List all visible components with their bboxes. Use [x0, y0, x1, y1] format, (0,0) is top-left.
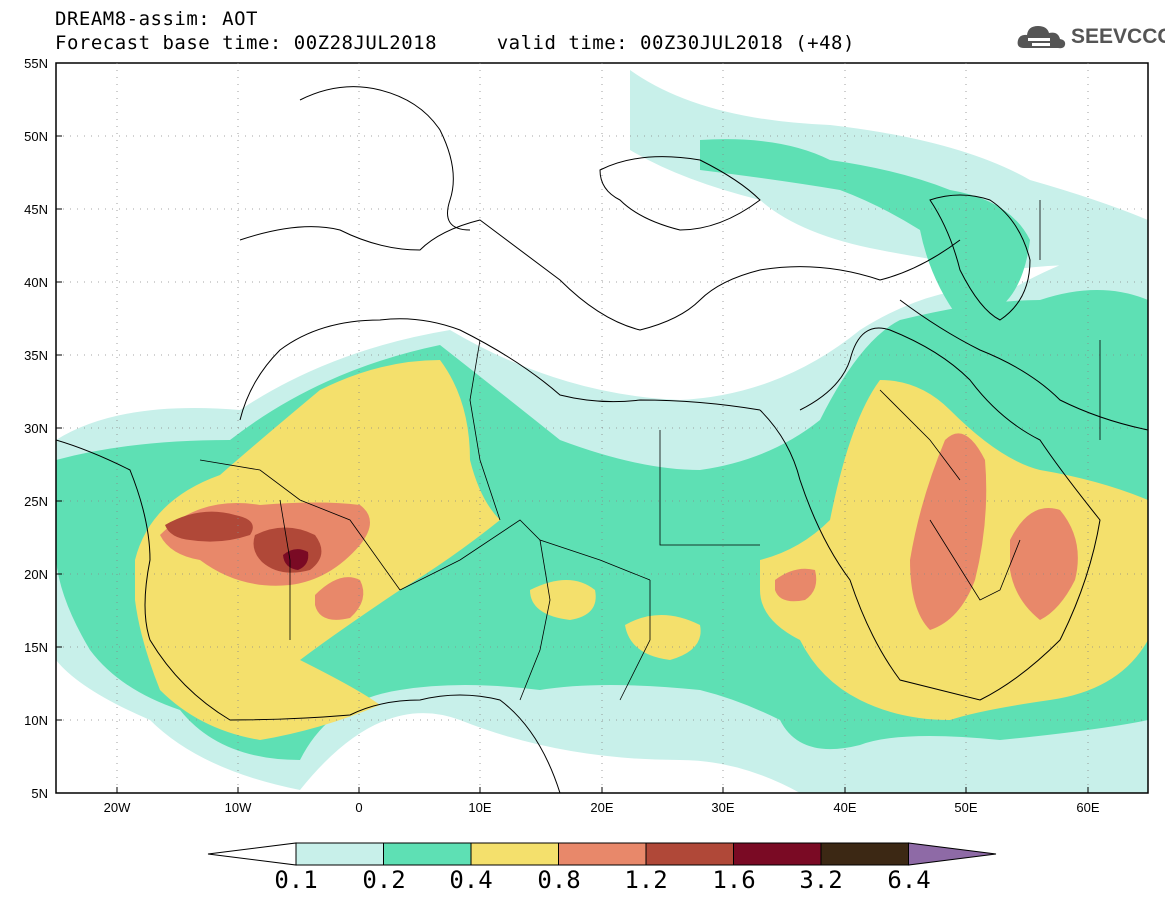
lon-label: 0 [355, 800, 362, 815]
lat-label: 30N [24, 421, 48, 436]
logo-text: SEEVCCC [1071, 25, 1165, 48]
lon-label: 10W [225, 800, 252, 815]
aot-contour-0.1-north [630, 70, 1148, 270]
colorbar-swatch [820, 842, 909, 866]
colorbar-swatch [470, 842, 559, 866]
colorbar-arrow-high [908, 842, 997, 866]
lon-label: 10E [468, 800, 491, 815]
colorbar-arrow-low [207, 842, 297, 866]
lat-label: 35N [24, 348, 48, 363]
lat-label: 45N [24, 202, 48, 217]
lon-label: 60E [1076, 800, 1099, 815]
lat-label: 50N [24, 129, 48, 144]
colorbar-swatch [733, 842, 822, 866]
cloud-logo-icon [1017, 26, 1066, 49]
colorbar-label: 1.6 [712, 866, 756, 894]
aot-contour-0.4-blob2 [625, 615, 701, 660]
lon-label: 30E [711, 800, 734, 815]
aot-contour-0.8-ethiopia [775, 568, 817, 602]
colorbar-label: 0.4 [449, 866, 493, 894]
aot-contour-0.8-east [910, 433, 987, 630]
colorbar-label: 6.4 [887, 866, 931, 894]
lon-label: 50E [954, 800, 977, 815]
lon-label: 20W [104, 800, 131, 815]
colorbar-label: 0.1 [274, 866, 318, 894]
colorbar-label: 0.8 [537, 866, 581, 894]
lat-label: 55N [24, 56, 48, 71]
colorbar-label: 3.2 [799, 866, 843, 894]
aot-contour-1.2 [165, 511, 253, 542]
aot-contour-0.2-north [700, 139, 1030, 320]
country-borders [199, 200, 1101, 701]
seevccc-logo: SEEVCCC [1016, 20, 1165, 56]
colorbar [207, 842, 997, 866]
map-title: DREAM8-assim: AOT [55, 8, 258, 30]
colorbar-swatch [558, 842, 647, 866]
aot-contour-0.8-oman [1010, 508, 1078, 620]
colorbar-label: 0.2 [362, 866, 406, 894]
colorbar-label: 1.2 [624, 866, 668, 894]
colorbar-swatch [383, 842, 472, 866]
coastlines [56, 86, 1148, 793]
colorbar-swatch [295, 842, 384, 866]
forecast-time-line: Forecast base time: 00Z28JUL2018 valid t… [55, 32, 855, 54]
latitude-labels: 55N 50N 45N 40N 35N 30N 25N 20N 15N 10N … [24, 56, 48, 801]
lat-label: 40N [24, 275, 48, 290]
longitude-labels: 20W 10W 0 10E 20E 30E 40E 50E 60E [104, 800, 1100, 815]
lat-label: 20N [24, 567, 48, 582]
aot-contour-0.8-small [315, 577, 364, 620]
lon-label: 40E [833, 800, 856, 815]
lat-label: 10N [24, 713, 48, 728]
lon-label: 20E [590, 800, 613, 815]
colorbar-swatch [645, 842, 734, 866]
lat-label: 5N [31, 786, 48, 801]
lat-label: 25N [24, 494, 48, 509]
lat-label: 15N [24, 640, 48, 655]
aot-contour-0.4-blob [530, 580, 596, 620]
axis-ticks [56, 62, 1089, 794]
